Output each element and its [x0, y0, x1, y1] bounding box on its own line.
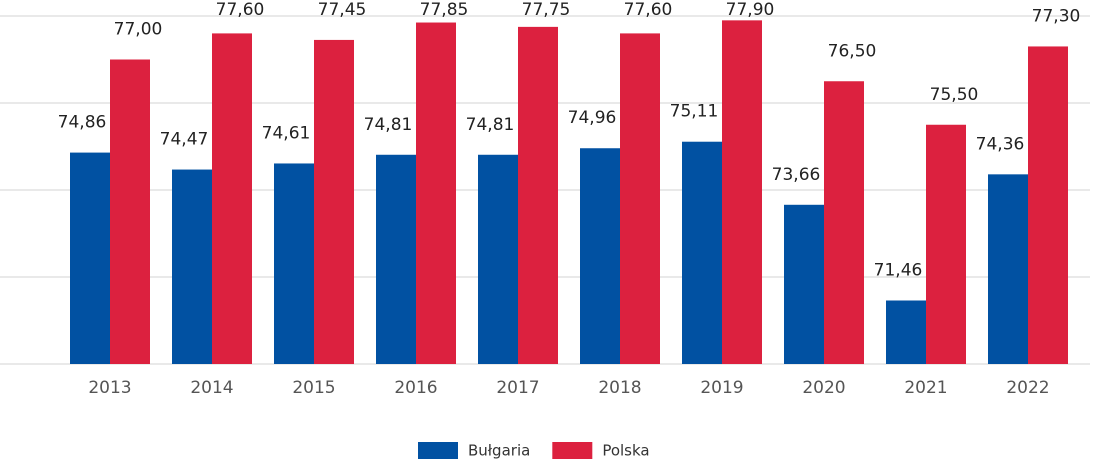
- x-tick-label: 2018: [598, 378, 641, 398]
- bar: [926, 124, 966, 364]
- value-label: 77,00: [114, 20, 163, 40]
- x-tick-label: 2016: [394, 378, 437, 398]
- bar: [376, 154, 416, 364]
- value-label: 77,75: [522, 0, 571, 20]
- bar: [212, 33, 252, 365]
- value-label: 75,50: [930, 85, 979, 105]
- bar: [518, 26, 558, 364]
- value-label: 74,36: [976, 134, 1025, 154]
- value-label: 77,45: [318, 0, 367, 20]
- bar: [478, 154, 518, 364]
- bar: [886, 300, 926, 364]
- bar: [1028, 46, 1068, 364]
- legend-label: Polska: [602, 442, 649, 460]
- x-tick-label: 2019: [700, 378, 743, 398]
- value-label: 77,30: [1032, 6, 1081, 26]
- bar: [314, 39, 354, 365]
- bar: [416, 22, 456, 365]
- value-label: 74,81: [466, 115, 515, 135]
- value-label: 77,60: [216, 0, 265, 20]
- bar: [172, 169, 212, 364]
- value-label: 76,50: [828, 41, 877, 61]
- value-label: 74,47: [160, 130, 209, 150]
- value-label: 74,81: [364, 115, 413, 135]
- value-label: 74,86: [58, 113, 107, 133]
- bar: [70, 152, 110, 364]
- bar: [580, 148, 620, 364]
- value-label: 73,66: [772, 165, 821, 185]
- x-tick-label: 2020: [802, 378, 845, 398]
- x-tick-label: 2013: [88, 378, 131, 398]
- bar: [110, 59, 150, 364]
- bar: [988, 174, 1028, 364]
- legend-label: Bułgaria: [468, 442, 530, 460]
- value-label: 75,11: [670, 102, 719, 122]
- value-label: 77,60: [624, 0, 673, 20]
- bar: [722, 20, 762, 364]
- x-tick-label: 2022: [1006, 378, 1049, 398]
- bar: [784, 204, 824, 364]
- value-label: 74,96: [568, 108, 617, 128]
- bar: [682, 141, 722, 364]
- value-label: 71,46: [874, 260, 923, 280]
- x-tick-label: 2015: [292, 378, 335, 398]
- legend-swatch: [418, 442, 458, 459]
- bar: [274, 163, 314, 364]
- legend-swatch: [552, 442, 593, 459]
- x-tick-label: 2017: [496, 378, 539, 398]
- x-tick-label: 2021: [904, 378, 947, 398]
- value-label: 77,90: [726, 0, 775, 20]
- bar: [620, 33, 660, 365]
- value-label: 77,85: [420, 0, 469, 20]
- x-tick-label: 2014: [190, 378, 233, 398]
- bar: [824, 81, 864, 364]
- value-label: 74,61: [262, 123, 311, 143]
